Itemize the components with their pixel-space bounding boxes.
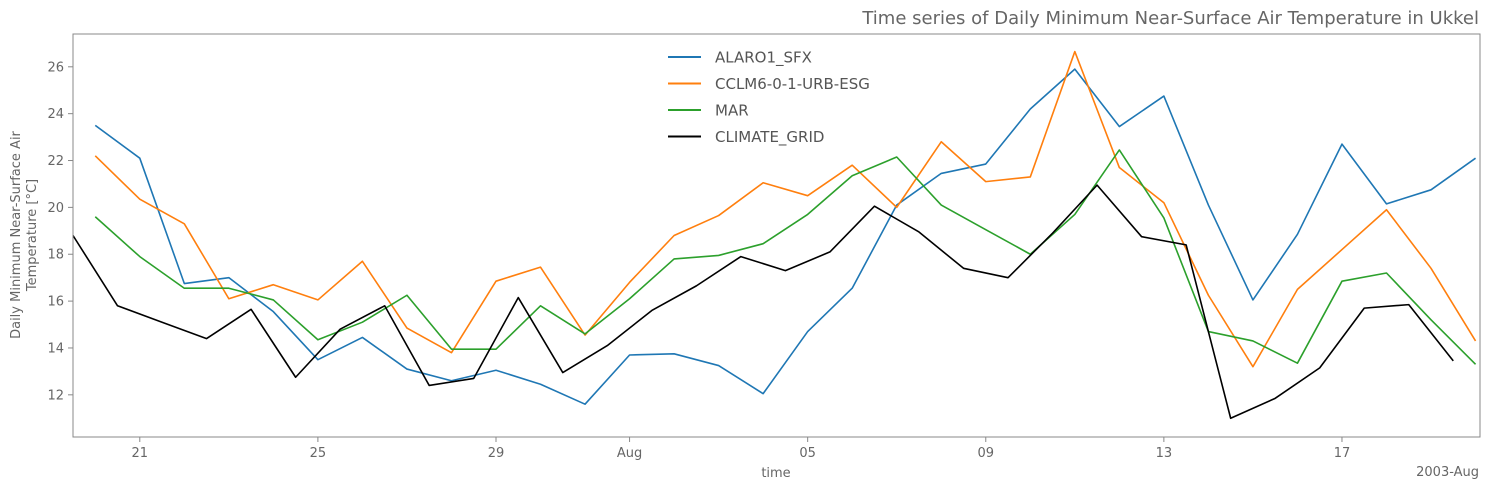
x-tick-label: 21 — [132, 446, 149, 461]
legend-label: CLIMATE_GRID — [715, 128, 824, 147]
y-tick-label: 14 — [47, 341, 64, 356]
legend-label: MAR — [715, 102, 749, 120]
legend-label: ALARO1_SFX — [715, 49, 812, 68]
y-tick-label: 12 — [47, 388, 64, 403]
axes-layer: 12 14 16 18 20 22 24 26 21 25 29 Aug 05 09 13 17 — [47, 33, 1481, 461]
y-tick-label: 26 — [47, 60, 64, 75]
y-axis-label-line-2: Temperature [°C] — [25, 179, 40, 292]
y-tick-label: 16 — [47, 295, 64, 310]
series-line-mar — [94, 149, 1477, 365]
x-tick-label: Aug — [617, 446, 642, 461]
legend-label: CCLM6-0-1-URB-ESG — [715, 75, 870, 93]
y-tick-label: 18 — [47, 248, 64, 263]
x-tick-label: 17 — [1334, 446, 1351, 461]
y-axis-label-line-1: Daily Minimum Near-Surface Air — [9, 130, 24, 338]
x-tick-label: 29 — [488, 446, 505, 461]
plot-frame — [72, 33, 1481, 438]
chart-title: Time series of Daily Minimum Near-Surfac… — [861, 8, 1479, 29]
series-line-alaro1-sfx — [94, 68, 1477, 406]
x-axis-label: time — [761, 466, 790, 481]
x-axis-offset-label: 2003-Aug — [1416, 465, 1479, 480]
x-tick-label: 25 — [310, 446, 327, 461]
y-tick-label: 20 — [47, 201, 64, 216]
x-tick-label: 09 — [977, 446, 994, 461]
x-tick-label: 05 — [799, 446, 816, 461]
y-axis-label: Daily Minimum Near-Surface Air Temperatu… — [9, 130, 40, 338]
series-layer — [72, 50, 1477, 420]
legend: ALARO1_SFX CCLM6-0-1-URB-ESG MAR CLIMATE_GR… — [668, 49, 870, 147]
y-tick-label: 24 — [47, 107, 64, 122]
series-line-cclm6-0-1-urb-esg — [94, 50, 1477, 368]
series-line-climate-grid — [72, 184, 1454, 420]
x-tick-label: 13 — [1156, 446, 1173, 461]
y-tick-label: 22 — [47, 154, 64, 169]
